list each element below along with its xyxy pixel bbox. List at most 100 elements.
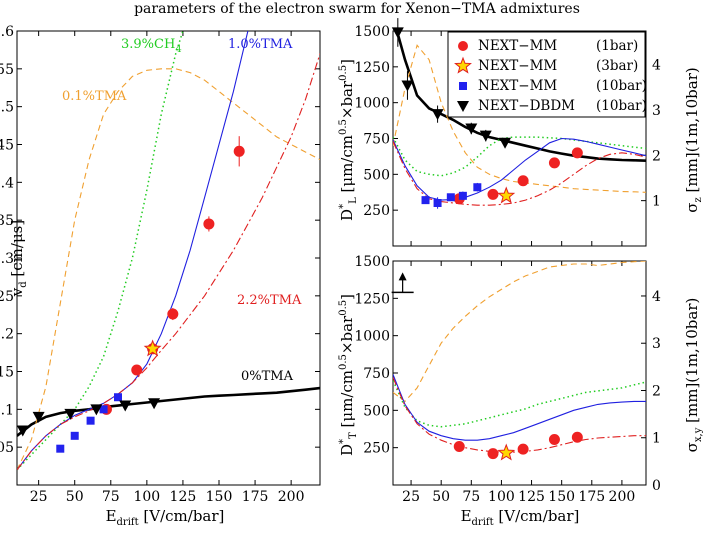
transverse-x-label: Edrift [V/cm/bar]	[461, 507, 580, 528]
legend-condition: (1bar)	[596, 38, 638, 54]
x-tick-label: 150	[548, 489, 575, 505]
x-tick-label: 125	[170, 489, 197, 505]
longitudinal-left-y-label: D*L [μm/cm0.5×bar0.5]	[338, 59, 359, 221]
x-tick-label: 150	[206, 489, 233, 505]
curve-1-0-tma	[393, 374, 646, 441]
annotation-tma10: 1.0%TMA	[228, 37, 293, 52]
x-tick-label: 175	[242, 489, 269, 505]
x-tick-label: 25	[402, 489, 420, 505]
legend-condition: (10bar)	[596, 78, 647, 94]
figure-title: parameters of the electron swarm for Xen…	[134, 1, 580, 17]
marker-next-dbdm-10bar-	[401, 80, 414, 92]
drift-velocity-panel: 25 50 75 100 125 150 175 200 0.05 0.1 0.15 0.2 0.25 0…	[0, 24, 321, 528]
marker-next-dbdm-10bar-	[479, 130, 492, 142]
marker-next-dbdm-10bar-	[90, 404, 103, 416]
legend-label: NEXT−DBDM	[478, 98, 575, 114]
transverse-curves	[393, 261, 646, 453]
marker-next-mm-1bar-	[548, 433, 560, 445]
curve-3-9-ch4	[393, 136, 646, 177]
right-y-tick-label: 4	[652, 289, 661, 305]
marker-next-dbdm-10bar-	[499, 137, 512, 149]
drift-velocity-y-label: vd [cm/μs]	[8, 220, 29, 298]
x-tick-label: 75	[102, 489, 120, 505]
x-tick-label: 50	[432, 489, 450, 505]
marker-next-dbdm-10bar-	[119, 400, 132, 412]
marker-next-dbdm-10bar-	[64, 408, 77, 420]
curve-2-2-tma	[17, 53, 320, 471]
y-tick-label: 750	[363, 132, 390, 148]
drift-velocity-annotations: 3.9%CH4 1.0%TMA 0.1%TMA 2.2%TMA 0%TMA	[62, 37, 302, 384]
curve-3-9-ch4	[393, 380, 646, 428]
longitudinal-diffusion-panel: 250 500 750 1000 1250 1500 1 2 3 4 D*L [μm/cm0.5×…	[338, 18, 704, 247]
right-y-tick-label: 4	[652, 58, 661, 74]
right-y-tick-label: 1	[652, 194, 661, 210]
longitudinal-markers	[391, 18, 583, 209]
transverse-left-y-label: D*T [μm/cm0.5×bar0.5]	[338, 294, 359, 456]
curve-1-0-tma	[393, 137, 646, 201]
marker-next-mm-3bar-	[143, 339, 162, 357]
x-tick-label: 125	[518, 489, 545, 505]
marker-next-mm-1bar-	[487, 448, 499, 460]
marker-next-mm-10bar-	[458, 191, 467, 200]
legend-marker-square	[459, 82, 467, 90]
annotation-tma01: 0.1%TMA	[62, 89, 127, 104]
y-tick-label: 1000	[354, 329, 390, 345]
marker-next-mm-10bar-	[86, 416, 95, 425]
legend-entry: NEXT−MM (10bar)	[459, 78, 647, 94]
y-tick-label: 0.1	[0, 402, 14, 418]
y-tick-label: 0.45	[0, 138, 14, 154]
x-tick-label: 200	[278, 489, 305, 505]
marker-next-mm-10bar-	[114, 393, 122, 402]
curve-0-1-tma	[17, 68, 320, 471]
marker-next-mm-1bar-	[487, 188, 499, 200]
y-tick-label: 0.25	[0, 289, 14, 305]
legend-marker-triangle	[457, 101, 469, 112]
x-tick-label: 75	[462, 489, 480, 505]
marker-next-mm-10bar-	[99, 405, 108, 414]
y-tick-label: 500	[363, 167, 390, 183]
marker-next-mm-1bar-	[571, 147, 583, 159]
legend-condition: (3bar)	[596, 58, 638, 74]
legend-label: NEXT−MM	[478, 38, 557, 54]
y-tick-label: 0.05	[0, 440, 14, 456]
y-tick-label: 0.2	[0, 327, 14, 343]
legend-marker-circle	[458, 41, 468, 51]
longitudinal-right-y-label: σz [mm](1m,10bar)	[683, 67, 704, 213]
right-y-tick-label: 2	[652, 383, 661, 399]
annotation-tma22: 2.2%TMA	[237, 293, 302, 308]
marker-next-mm-3bar-	[497, 186, 516, 204]
curve-0-1-tma	[393, 261, 646, 403]
marker-next-mm-10bar-	[56, 444, 65, 453]
y-tick-label: 0.55	[0, 62, 14, 78]
marker-next-mm-1bar-	[548, 157, 560, 169]
annotation-ch4-subscript: 4	[175, 44, 181, 55]
legend-label: NEXT−MM	[478, 78, 557, 94]
curve-2-2-tma	[393, 141, 646, 206]
right-y-tick-label: 0	[652, 478, 661, 494]
y-tick-label: 250	[363, 441, 390, 457]
drift-velocity-markers	[16, 136, 245, 453]
x-tick-label: 100	[133, 489, 160, 505]
drift-velocity-x-label: Edrift [V/cm/bar]	[106, 507, 225, 528]
legend-entry: NEXT−MM (1bar)	[458, 38, 638, 54]
marker-next-mm-1bar-	[571, 431, 583, 443]
marker-next-mm-1bar-	[203, 218, 215, 230]
marker-next-dbdm-10bar-	[465, 123, 478, 135]
marker-next-mm-3bar-	[497, 443, 516, 461]
marker-next-mm-10bar-	[70, 431, 79, 440]
legend: NEXT−MM (1bar) NEXT−MM (3bar) NEXT−MM (10bar)…	[447, 31, 647, 118]
legend-entry: NEXT−DBDM (10bar)	[457, 98, 647, 114]
marker-next-mm-1bar-	[233, 145, 245, 157]
transverse-right-y-label: σx,y [mm](1m,10bar)	[683, 298, 704, 453]
y-tick-label: 0.6	[0, 24, 14, 40]
y-tick-label: 1500	[354, 24, 390, 40]
right-y-tick-label: 3	[652, 336, 661, 352]
x-tick-label: 50	[66, 489, 84, 505]
right-y-tick-label: 1	[652, 431, 661, 447]
y-tick-label: 1250	[354, 291, 390, 307]
marker-next-dbdm-10bar-	[148, 398, 161, 410]
y-tick-label: 0.5	[0, 100, 14, 116]
marker-next-mm-1bar-	[131, 364, 143, 376]
x-tick-label: 100	[488, 489, 515, 505]
curve-2-2-tma	[393, 377, 646, 453]
